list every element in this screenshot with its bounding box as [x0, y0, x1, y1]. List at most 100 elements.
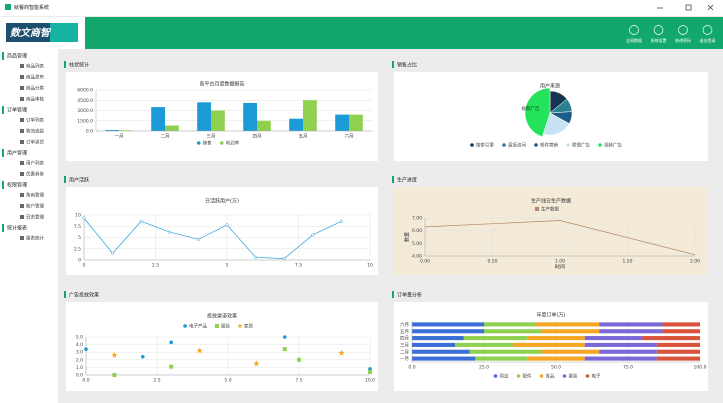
bar-segment — [475, 356, 528, 361]
menu-item[interactable]: 订单列表 — [26, 117, 44, 124]
point — [283, 335, 287, 339]
menu-item[interactable]: 物流追踪 — [26, 128, 44, 135]
legend-label: 食品 — [546, 373, 555, 380]
menu-item[interactable]: 角色管理 — [26, 192, 44, 199]
action-icon[interactable] — [678, 25, 688, 35]
menu-item[interactable]: 商品审核 — [26, 96, 44, 103]
menu-icon — [20, 193, 24, 197]
x-tick-label: 75.0 — [623, 365, 633, 371]
bar-segment — [412, 356, 476, 361]
y-tick-label: 6.00 — [412, 228, 422, 234]
menu-item[interactable]: 商品发布 — [26, 74, 44, 81]
x-tick-label: 五月 — [299, 134, 308, 140]
x-tick-label: 四月 — [253, 134, 262, 140]
maximize-button[interactable] — [685, 4, 692, 11]
y-tick-label: 五月 — [400, 329, 409, 335]
point — [82, 216, 86, 220]
action-label[interactable]: 退出登录 — [700, 37, 716, 43]
point — [196, 237, 200, 241]
point — [311, 233, 315, 237]
bar-segment — [469, 349, 542, 354]
menu-item[interactable]: 账户管理 — [26, 203, 44, 210]
legend-swatch — [219, 141, 224, 145]
x-tick-label: 0.0 — [82, 378, 89, 384]
y-tick-label: 5.00 — [412, 241, 422, 247]
menu-group[interactable]: 权限管理 — [7, 182, 27, 189]
panel-card — [66, 187, 378, 275]
legend-label: 电子产品 — [189, 323, 207, 330]
menu-item[interactable]: 订单退货 — [26, 139, 44, 146]
action-label[interactable]: 系统设置 — [651, 37, 667, 43]
legend-swatch — [493, 374, 498, 378]
menu-icon — [20, 215, 24, 219]
point — [339, 219, 343, 223]
x-tick-label: 二月 — [161, 134, 170, 140]
x-tick-label: 0 — [83, 263, 86, 269]
menu-marker — [2, 52, 4, 60]
menu-marker — [2, 106, 4, 114]
menu-icon — [20, 118, 24, 122]
y-tick-label: 3000.0 — [77, 108, 93, 114]
legend-label: 视频广告 — [604, 142, 622, 149]
menu-item[interactable]: 优惠券券 — [26, 171, 44, 178]
menu-icon — [20, 86, 24, 90]
menu-group[interactable]: 用户管理 — [7, 150, 27, 157]
point — [111, 352, 118, 358]
bar — [303, 100, 317, 131]
panel-marker — [64, 176, 66, 183]
menu-marker — [2, 224, 4, 232]
x-tick-label: 2.00 — [690, 259, 700, 265]
legend-swatch — [585, 374, 590, 378]
menu-item[interactable]: 日志管理 — [26, 214, 44, 221]
bar — [211, 110, 225, 131]
menu-group[interactable]: 商品管理 — [7, 53, 27, 60]
window-bar — [0, 0, 723, 16]
y-tick-label: 4.0 — [76, 342, 83, 348]
bar — [289, 118, 303, 131]
action-label[interactable]: 全网数据 — [626, 37, 642, 43]
bar-segment — [662, 322, 700, 327]
legend-label: 邮件营销 — [540, 142, 558, 149]
menu-group[interactable]: 统计报表 — [7, 225, 27, 232]
legend-swatch — [539, 374, 544, 378]
action-icon[interactable] — [653, 25, 664, 35]
y-tick-label: 1500.0 — [77, 118, 93, 124]
y-tick-label: 三月 — [400, 342, 409, 348]
menu-group[interactable]: 订单管理 — [7, 107, 27, 114]
bar-segment — [584, 342, 657, 347]
y-tick-label: 四月 — [400, 336, 409, 342]
action-label[interactable]: 修改密码 — [675, 37, 691, 43]
x-tick-label: 7.5 — [295, 263, 302, 269]
bar-segment — [412, 342, 456, 347]
bar-segment — [584, 336, 643, 341]
slice-label: 视频广告 — [521, 105, 539, 112]
chart-background — [394, 187, 708, 275]
menu-icon — [20, 97, 24, 101]
action-icon[interactable] — [702, 25, 713, 35]
x-tick-label: 0.50 — [487, 259, 497, 265]
menu-item[interactable]: 用户列表 — [26, 160, 44, 167]
menu-item[interactable]: 商品分类 — [26, 85, 44, 92]
legend-swatch — [237, 323, 243, 329]
bar-segment — [527, 336, 585, 341]
legend-swatch — [215, 324, 219, 328]
panel-marker — [392, 291, 394, 298]
action-icon[interactable] — [629, 25, 639, 35]
menu-item[interactable]: 报表统计 — [26, 235, 44, 242]
bar-segment — [541, 349, 600, 354]
point — [254, 255, 258, 259]
y-tick-label: 0 — [78, 258, 81, 264]
bar — [257, 120, 271, 131]
legend-label: 周边 — [500, 373, 509, 380]
y-tick-label: 2.5 — [74, 246, 81, 252]
x-tick-label: 10.0 — [365, 378, 375, 384]
menu-icon — [20, 161, 24, 165]
bar-segment — [599, 349, 657, 354]
bar-segment — [412, 329, 484, 334]
point — [253, 360, 260, 367]
bar-segment — [541, 329, 600, 334]
x-tick-label: 0.0 — [408, 365, 415, 371]
close-button[interactable] — [707, 4, 714, 11]
menu-item[interactable]: 商品列表 — [26, 63, 44, 70]
